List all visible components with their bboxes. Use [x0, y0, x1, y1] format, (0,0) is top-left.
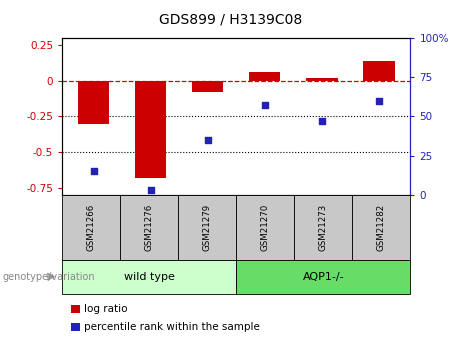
Bar [135, 81, 166, 178]
Text: percentile rank within the sample: percentile rank within the sample [84, 322, 260, 332]
Point [147, 187, 154, 193]
Text: GSM21282: GSM21282 [377, 204, 386, 251]
Text: GSM21273: GSM21273 [319, 204, 328, 251]
Text: AQP1-/-: AQP1-/- [302, 272, 344, 282]
Bar [192, 81, 224, 92]
Bar [78, 81, 109, 124]
Text: GSM21276: GSM21276 [145, 204, 154, 251]
Text: wild type: wild type [124, 272, 175, 282]
Text: log ratio: log ratio [84, 304, 128, 314]
Text: GSM21266: GSM21266 [87, 204, 96, 251]
Point [375, 98, 383, 104]
Point [204, 137, 212, 143]
Text: GDS899 / H3139C08: GDS899 / H3139C08 [159, 12, 302, 26]
Text: GSM21270: GSM21270 [261, 204, 270, 251]
Text: GSM21279: GSM21279 [203, 204, 212, 251]
Point [90, 169, 97, 174]
Bar [363, 61, 395, 81]
Point [261, 103, 268, 108]
Point [318, 118, 325, 124]
Text: genotype/variation: genotype/variation [2, 272, 95, 282]
Bar [249, 72, 280, 81]
Bar [306, 78, 337, 81]
